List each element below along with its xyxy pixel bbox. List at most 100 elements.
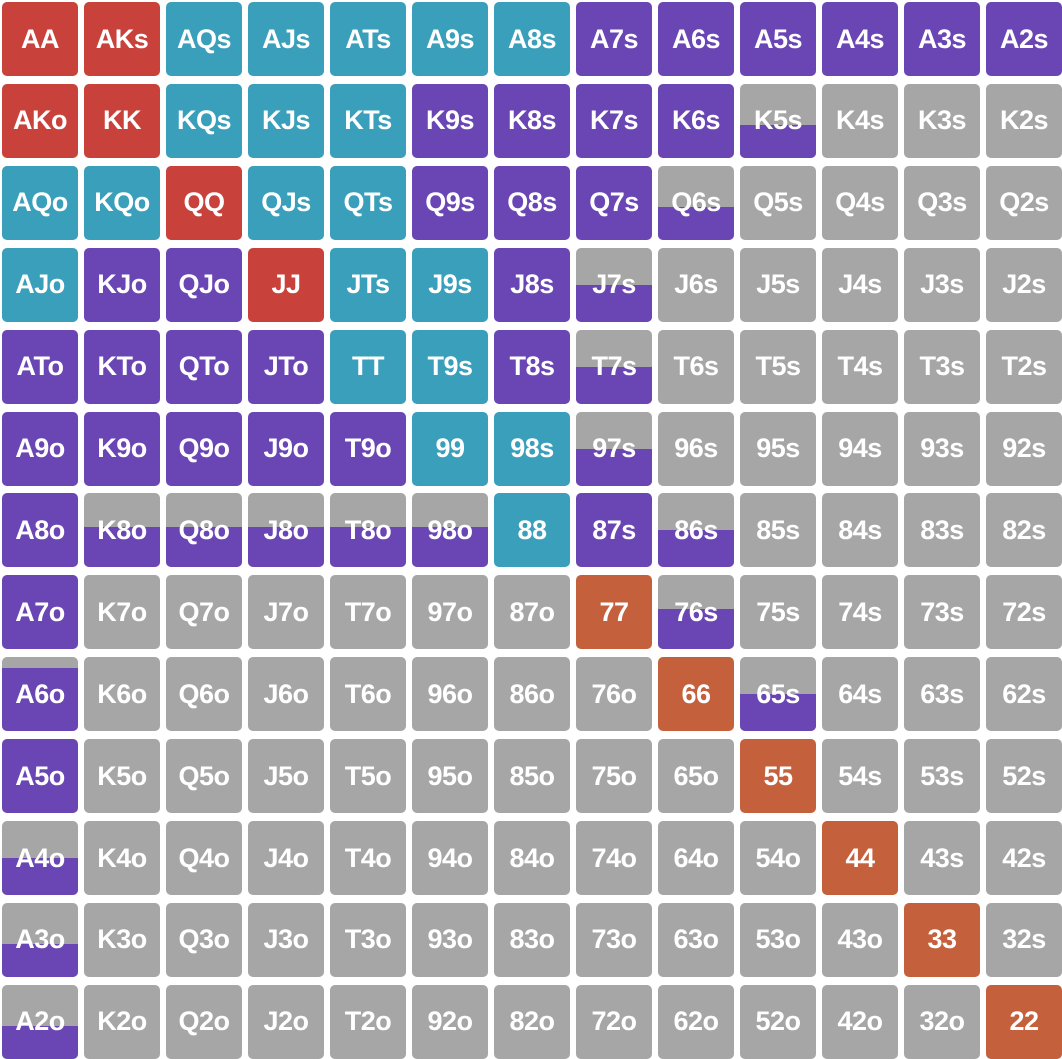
hand-cell-Q8s[interactable]: Q8s (494, 165, 570, 240)
hand-cell-J2o[interactable]: J2o (248, 984, 324, 1059)
hand-cell-J6o[interactable]: J6o (248, 657, 324, 732)
hand-cell-96s[interactable]: 96s (658, 411, 734, 486)
hand-cell-ATo[interactable]: ATo (2, 329, 78, 404)
hand-cell-Q7o[interactable]: Q7o (166, 575, 242, 650)
hand-cell-J2s[interactable]: J2s (986, 247, 1062, 322)
hand-cell-93s[interactable]: 93s (904, 411, 980, 486)
hand-cell-64s[interactable]: 64s (822, 657, 898, 732)
hand-cell-K4o[interactable]: K4o (84, 821, 160, 895)
hand-cell-T2o[interactable]: T2o (330, 984, 406, 1059)
hand-cell-K6s[interactable]: K6s (658, 83, 734, 158)
hand-cell-77[interactable]: 77 (576, 575, 652, 650)
hand-cell-QTs[interactable]: QTs (330, 165, 406, 240)
hand-cell-T4s[interactable]: T4s (822, 329, 898, 404)
hand-cell-A9s[interactable]: A9s (412, 2, 488, 76)
hand-cell-KQo[interactable]: KQo (84, 165, 160, 240)
hand-cell-94o[interactable]: 94o (412, 821, 488, 895)
hand-cell-86s[interactable]: 86s (658, 493, 734, 568)
hand-cell-Q3s[interactable]: Q3s (904, 165, 980, 240)
hand-cell-A7o[interactable]: A7o (2, 575, 78, 650)
hand-cell-82s[interactable]: 82s (986, 493, 1062, 568)
hand-cell-Q5o[interactable]: Q5o (166, 739, 242, 814)
hand-cell-85o[interactable]: 85o (494, 739, 570, 814)
hand-cell-85s[interactable]: 85s (740, 493, 816, 568)
hand-cell-83o[interactable]: 83o (494, 902, 570, 977)
hand-cell-ATs[interactable]: ATs (330, 2, 406, 76)
hand-cell-AKs[interactable]: AKs (84, 2, 160, 76)
hand-cell-QJs[interactable]: QJs (248, 165, 324, 240)
hand-cell-32o[interactable]: 32o (904, 984, 980, 1059)
hand-cell-T7s[interactable]: T7s (576, 329, 652, 404)
hand-cell-32s[interactable]: 32s (986, 902, 1062, 977)
hand-cell-A5s[interactable]: A5s (740, 2, 816, 76)
hand-cell-62o[interactable]: 62o (658, 984, 734, 1059)
hand-cell-A4o[interactable]: A4o (2, 821, 78, 895)
hand-cell-86o[interactable]: 86o (494, 657, 570, 732)
hand-cell-A8s[interactable]: A8s (494, 2, 570, 76)
hand-cell-T9o[interactable]: T9o (330, 411, 406, 486)
hand-cell-75o[interactable]: 75o (576, 739, 652, 814)
hand-cell-TT[interactable]: TT (330, 329, 406, 404)
hand-cell-93o[interactable]: 93o (412, 902, 488, 977)
hand-cell-55[interactable]: 55 (740, 739, 816, 814)
hand-cell-T7o[interactable]: T7o (330, 575, 406, 650)
hand-cell-73o[interactable]: 73o (576, 902, 652, 977)
hand-cell-J3o[interactable]: J3o (248, 902, 324, 977)
hand-cell-T5o[interactable]: T5o (330, 739, 406, 814)
hand-cell-T5s[interactable]: T5s (740, 329, 816, 404)
hand-cell-AJs[interactable]: AJs (248, 2, 324, 76)
hand-cell-J8s[interactable]: J8s (494, 247, 570, 322)
hand-cell-92s[interactable]: 92s (986, 411, 1062, 486)
hand-cell-J3s[interactable]: J3s (904, 247, 980, 322)
hand-cell-52s[interactable]: 52s (986, 739, 1062, 814)
hand-cell-97o[interactable]: 97o (412, 575, 488, 650)
hand-cell-A8o[interactable]: A8o (2, 493, 78, 568)
hand-cell-Q6o[interactable]: Q6o (166, 657, 242, 732)
hand-cell-98s[interactable]: 98s (494, 411, 570, 486)
hand-cell-KJo[interactable]: KJo (84, 247, 160, 322)
hand-cell-K4s[interactable]: K4s (822, 83, 898, 158)
hand-cell-43s[interactable]: 43s (904, 821, 980, 895)
hand-cell-K8o[interactable]: K8o (84, 493, 160, 568)
hand-cell-74o[interactable]: 74o (576, 821, 652, 895)
hand-cell-Q9o[interactable]: Q9o (166, 411, 242, 486)
hand-cell-A6o[interactable]: A6o (2, 657, 78, 732)
hand-cell-JTo[interactable]: JTo (248, 329, 324, 404)
hand-cell-64o[interactable]: 64o (658, 821, 734, 895)
hand-cell-Q2s[interactable]: Q2s (986, 165, 1062, 240)
hand-cell-54s[interactable]: 54s (822, 739, 898, 814)
hand-cell-52o[interactable]: 52o (740, 984, 816, 1059)
hand-cell-44[interactable]: 44 (822, 821, 898, 895)
hand-cell-J7s[interactable]: J7s (576, 247, 652, 322)
hand-cell-AJo[interactable]: AJo (2, 247, 78, 322)
hand-cell-AKo[interactable]: AKo (2, 83, 78, 158)
hand-cell-T8o[interactable]: T8o (330, 493, 406, 568)
hand-cell-A2s[interactable]: A2s (986, 2, 1062, 76)
hand-cell-A6s[interactable]: A6s (658, 2, 734, 76)
hand-cell-K5o[interactable]: K5o (84, 739, 160, 814)
hand-cell-T6s[interactable]: T6s (658, 329, 734, 404)
hand-cell-96o[interactable]: 96o (412, 657, 488, 732)
hand-cell-T3s[interactable]: T3s (904, 329, 980, 404)
hand-cell-99[interactable]: 99 (412, 411, 488, 486)
hand-cell-43o[interactable]: 43o (822, 902, 898, 977)
hand-cell-J5o[interactable]: J5o (248, 739, 324, 814)
hand-cell-63s[interactable]: 63s (904, 657, 980, 732)
hand-cell-73s[interactable]: 73s (904, 575, 980, 650)
hand-cell-Q9s[interactable]: Q9s (412, 165, 488, 240)
hand-cell-92o[interactable]: 92o (412, 984, 488, 1059)
hand-cell-A9o[interactable]: A9o (2, 411, 78, 486)
hand-cell-42s[interactable]: 42s (986, 821, 1062, 895)
hand-cell-J4o[interactable]: J4o (248, 821, 324, 895)
hand-cell-A2o[interactable]: A2o (2, 984, 78, 1059)
hand-cell-62s[interactable]: 62s (986, 657, 1062, 732)
hand-cell-QTo[interactable]: QTo (166, 329, 242, 404)
hand-cell-K3s[interactable]: K3s (904, 83, 980, 158)
hand-cell-94s[interactable]: 94s (822, 411, 898, 486)
hand-cell-83s[interactable]: 83s (904, 493, 980, 568)
hand-cell-75s[interactable]: 75s (740, 575, 816, 650)
hand-cell-76o[interactable]: 76o (576, 657, 652, 732)
hand-cell-22[interactable]: 22 (986, 984, 1062, 1059)
hand-cell-AQs[interactable]: AQs (166, 2, 242, 76)
hand-cell-66[interactable]: 66 (658, 657, 734, 732)
